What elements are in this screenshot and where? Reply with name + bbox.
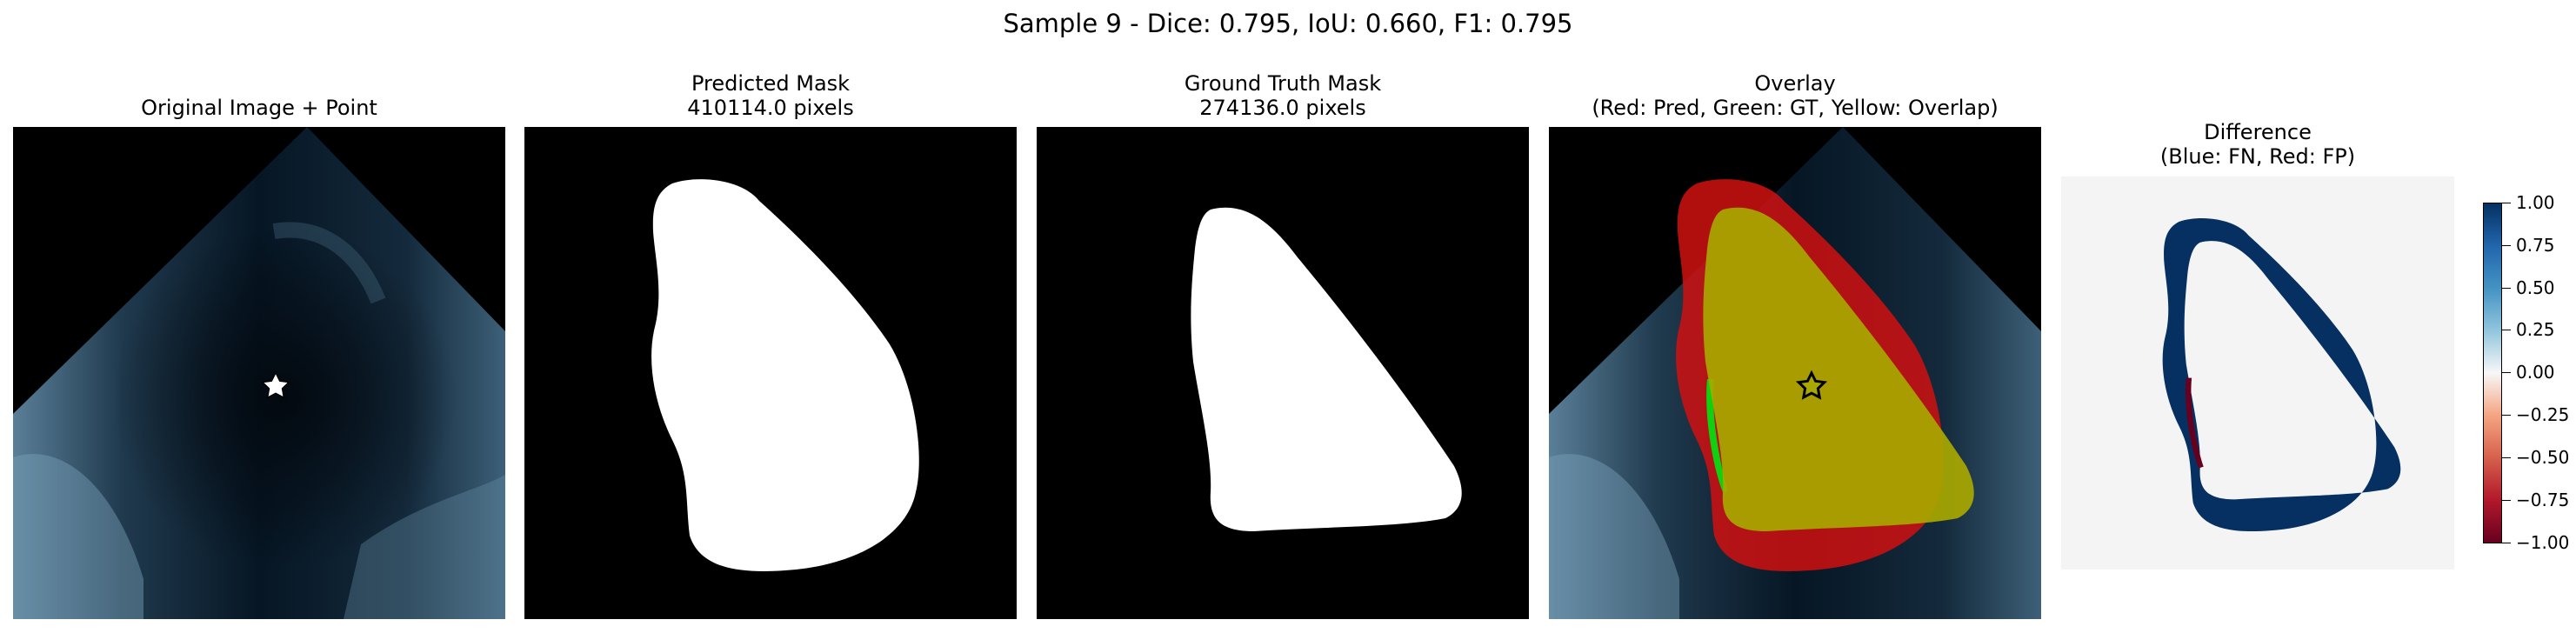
panel-title-ground-truth: Ground Truth Mask 274136.0 pixels <box>1037 71 1529 120</box>
panel-title-ground-truth-line2: 274136.0 pixels <box>1199 96 1366 120</box>
original-image-panel <box>13 127 505 619</box>
difference-fn-region <box>2162 218 2401 532</box>
panel-title-overlay-line1: Overlay <box>1754 71 1836 96</box>
overlay-image <box>1549 127 2041 619</box>
colorbar-tick-label: 0.00 <box>2516 362 2555 383</box>
panel-title-difference-line1: Difference <box>2204 120 2312 144</box>
colorbar-tick-label: 0.75 <box>2516 234 2555 256</box>
original-image <box>13 127 505 619</box>
difference-fp-region <box>2186 377 2204 469</box>
ground-truth-mask-image <box>1037 127 1529 619</box>
panel-title-predicted-line2: 410114.0 pixels <box>687 96 854 120</box>
overlay-star-point-icon <box>1795 370 1828 400</box>
predicted-mask-panel <box>524 127 1017 619</box>
panel-title-predicted: Predicted Mask 410114.0 pixels <box>524 71 1017 120</box>
ground-truth-mask-panel <box>1037 127 1529 619</box>
ground-truth-mask-shape <box>1191 207 1462 531</box>
colorbar-tick-label: 0.50 <box>2516 277 2555 298</box>
colorbar-tick <box>2502 372 2511 374</box>
colorbar-tick <box>2502 499 2511 501</box>
colorbar-tick-label: −0.50 <box>2516 446 2570 468</box>
predicted-mask-shape <box>651 179 919 571</box>
panel-title-original-line1: Original Image + Point <box>141 96 377 120</box>
panel-title-difference: Difference (Blue: FN, Red: FP) <box>2061 120 2454 169</box>
difference-panel <box>2061 177 2454 570</box>
panel-title-difference-line2: (Blue: FN, Red: FP) <box>2159 144 2356 169</box>
panel-title-ground-truth-line1: Ground Truth Mask <box>1184 71 1382 96</box>
colorbar <box>2483 203 2502 543</box>
difference-image <box>2061 177 2454 570</box>
colorbar-tick <box>2502 287 2511 289</box>
colorbar-tick <box>2502 415 2511 416</box>
colorbar-tick-label: 0.25 <box>2516 319 2555 341</box>
colorbar-tick-label: −0.25 <box>2516 404 2570 426</box>
colorbar-tick-label: 1.00 <box>2516 192 2555 213</box>
star-point-icon <box>261 371 290 399</box>
colorbar-tick <box>2502 244 2511 246</box>
predicted-mask-image <box>524 127 1017 619</box>
panel-title-original: Original Image + Point <box>13 96 505 120</box>
overlay-gt-edge <box>1706 379 1728 492</box>
panel-title-predicted-line1: Predicted Mask <box>691 71 851 96</box>
overlay-overlap-region <box>1703 207 1974 531</box>
panel-title-overlay: Overlay (Red: Pred, Green: GT, Yellow: O… <box>1549 71 2041 120</box>
figure-title: Sample 9 - Dice: 0.795, IoU: 0.660, F1: … <box>1003 9 1573 38</box>
colorbar-tick-label: −0.75 <box>2516 489 2570 510</box>
panel-title-overlay-line2: (Red: Pred, Green: GT, Yellow: Overlap) <box>1592 96 1999 120</box>
colorbar-tick <box>2502 456 2511 458</box>
colorbar-tick-label: −1.00 <box>2516 531 2570 553</box>
overlay-panel <box>1549 127 2041 619</box>
